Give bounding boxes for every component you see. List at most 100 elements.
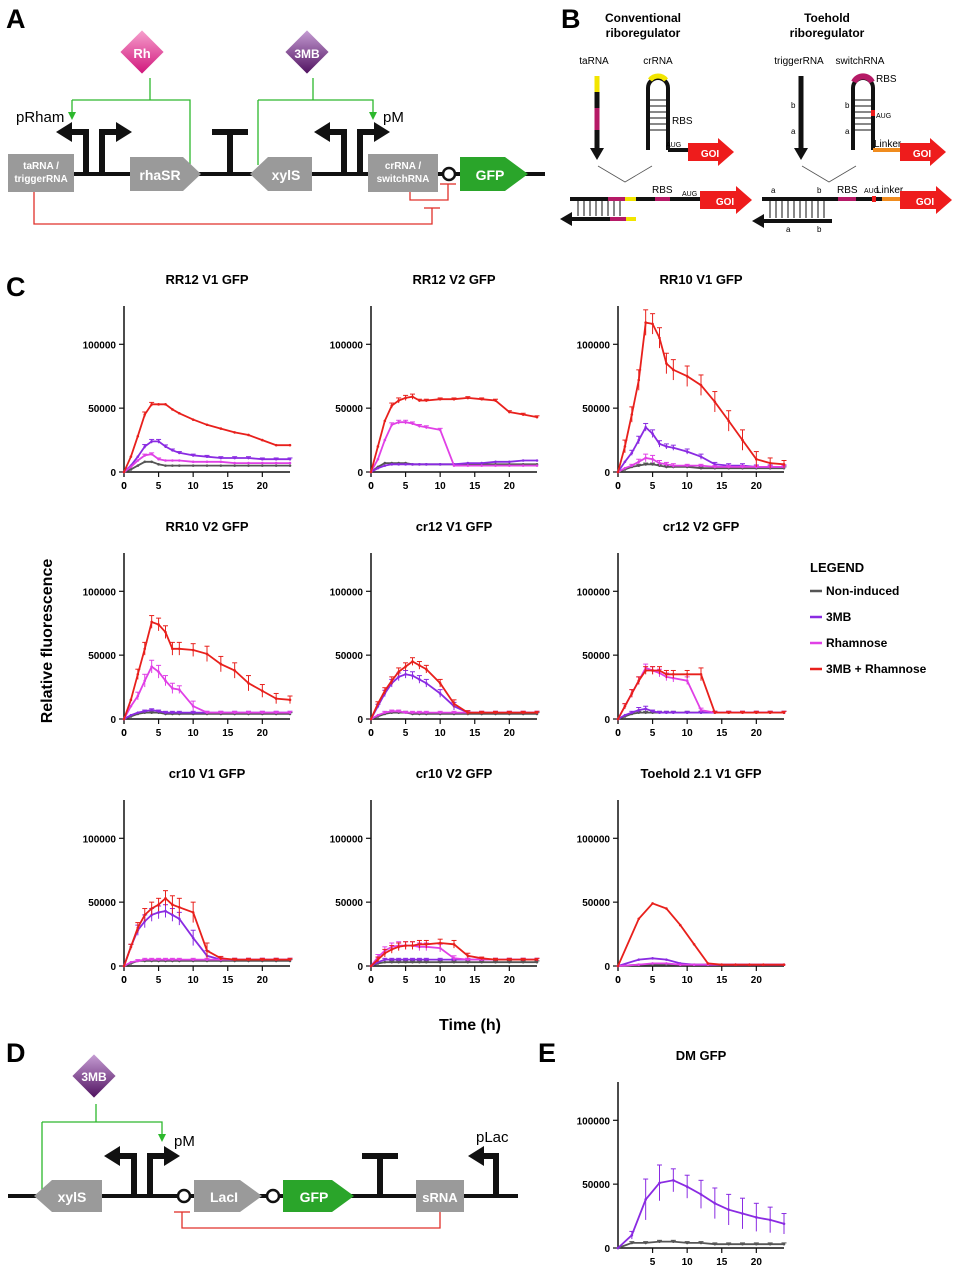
data-point: [164, 909, 167, 913]
data-point: [404, 958, 407, 961]
data-point: [452, 957, 456, 960]
data-point: [644, 456, 647, 460]
data-point: [397, 399, 400, 402]
laci-gene: [194, 1180, 262, 1212]
data-point: [164, 403, 167, 406]
arrowhead: [369, 112, 377, 120]
data-point: [466, 960, 470, 964]
data-point: [390, 710, 394, 713]
data-point: [129, 960, 133, 964]
data-point: [630, 413, 634, 416]
data-point: [205, 423, 209, 427]
b-label-4: b: [817, 225, 822, 234]
data-point: [623, 460, 627, 464]
data-point: [150, 460, 153, 464]
data-point: [171, 711, 174, 714]
x-tick-label: 15: [716, 728, 728, 739]
data-point: [164, 958, 167, 961]
data-point: [699, 673, 703, 676]
data-point: [768, 1242, 772, 1246]
aug-label-b4: AUG: [864, 188, 879, 195]
data-point: [418, 678, 421, 681]
data-point: [713, 465, 717, 469]
data-point: [143, 454, 147, 457]
data-point: [535, 711, 539, 714]
data-point: [129, 455, 133, 458]
data-point: [247, 711, 250, 714]
data-point: [233, 431, 236, 434]
x-tick-label: 20: [257, 975, 269, 986]
data-point: [397, 958, 400, 961]
data-point: [390, 958, 394, 961]
y-tick-label: 50000: [335, 898, 363, 909]
x-tick-label: 5: [650, 1257, 656, 1268]
rbs-circle-a: [441, 166, 457, 182]
data-point: [288, 958, 292, 961]
data-point: [438, 397, 442, 401]
data-point: [178, 711, 181, 714]
data-point: [425, 426, 428, 429]
series-line-3mb-rhamnose: [617, 902, 784, 967]
data-point: [494, 960, 497, 964]
data-point: [219, 662, 223, 666]
data-point: [261, 689, 264, 693]
pm-label-a: pM: [383, 109, 404, 126]
goi-label-b3: GOI: [913, 149, 932, 160]
data-point: [411, 960, 414, 964]
data-point: [178, 688, 181, 691]
data-point: [651, 957, 654, 960]
repression-lines-a: [33, 183, 456, 225]
data-point: [390, 423, 394, 427]
data-point: [658, 461, 661, 465]
data-point: [390, 679, 394, 682]
data-point: [438, 692, 442, 695]
y-tick-label: 100000: [83, 340, 117, 351]
data-point: [136, 455, 140, 458]
data-point: [466, 461, 470, 465]
data-point: [150, 620, 153, 624]
data-point: [288, 464, 292, 467]
mb3-label-a: 3MB: [294, 47, 320, 61]
data-point: [466, 958, 470, 961]
data-point: [171, 448, 174, 452]
data-point: [247, 433, 250, 437]
data-point: [390, 463, 394, 466]
data-point: [466, 711, 470, 714]
data-point: [411, 944, 414, 947]
data-point: [637, 679, 641, 682]
data-point: [178, 411, 181, 415]
data-point: [261, 464, 264, 467]
data-point: [672, 711, 675, 714]
gfp-gene-a: [460, 157, 528, 191]
gfp-label-d: GFP: [300, 1189, 329, 1205]
data-point: [376, 445, 380, 448]
data-point: [274, 464, 278, 467]
rbs-label-b4: RBS: [837, 185, 858, 196]
goi-label-b2: GOI: [716, 197, 735, 208]
x-tick-label: 20: [257, 728, 269, 739]
data-point: [191, 648, 195, 652]
x-tick-label: 0: [615, 481, 621, 492]
arrowhead: [68, 112, 76, 120]
pm-label-d: pM: [174, 1133, 195, 1150]
data-point: [157, 623, 160, 626]
data-point: [247, 681, 250, 685]
data-point: [452, 711, 456, 714]
data-point: [205, 958, 209, 961]
x-tick-label: 0: [615, 975, 621, 986]
data-point: [480, 461, 483, 465]
y-axis-label: Relative fluorescence: [39, 559, 56, 724]
x-tick-label: 0: [615, 728, 621, 739]
data-point: [535, 415, 539, 419]
data-point: [143, 413, 147, 416]
data-point: [616, 964, 620, 968]
data-point: [782, 711, 786, 714]
y-tick-label: 0: [357, 715, 363, 726]
data-point: [136, 711, 140, 714]
data-point: [699, 1241, 703, 1245]
data-point: [288, 461, 292, 465]
data-point: [157, 903, 160, 907]
panel-e-label: E: [538, 1038, 556, 1068]
data-point: [418, 942, 421, 946]
data-point: [508, 960, 511, 964]
